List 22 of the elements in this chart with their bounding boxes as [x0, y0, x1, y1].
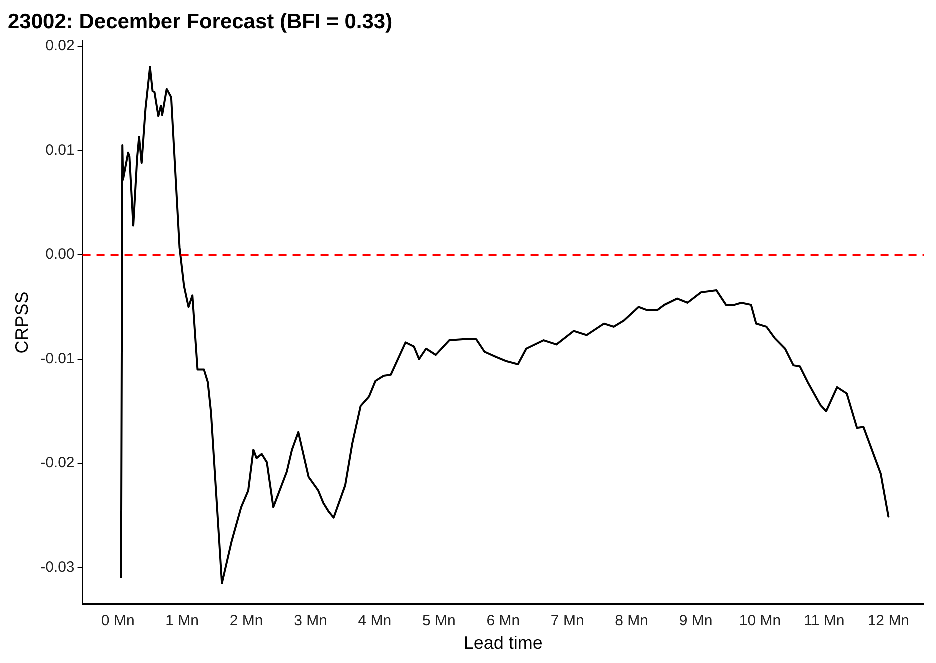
- x-tick-label: 12 Mn: [868, 612, 910, 630]
- y-axis-title: CRPSS: [12, 292, 32, 354]
- y-tick-label: 0.00: [46, 246, 75, 264]
- x-tick-label: 10 Mn: [739, 612, 782, 630]
- y-tick-label: -0.01: [40, 350, 75, 368]
- x-tick-label: 11 Mn: [804, 612, 845, 630]
- y-tick-label: -0.03: [40, 559, 75, 576]
- x-tick-label: 6 Mn: [486, 612, 520, 630]
- x-tick-label: 8 Mn: [615, 612, 649, 630]
- x-axis-title: Lead time: [464, 633, 543, 654]
- x-tick-label: 5 Mn: [422, 612, 456, 630]
- x-tick-label: 1 Mn: [166, 612, 199, 630]
- y-tick-label: -0.02: [40, 454, 75, 472]
- y-tick-label: 0.02: [46, 38, 75, 55]
- x-tick-label: 4 Mn: [358, 612, 392, 630]
- x-tick-label: 7 Mn: [550, 612, 584, 630]
- x-tick-label: 3 Mn: [294, 612, 328, 630]
- x-tick-label: 2 Mn: [230, 612, 264, 630]
- chart-title: 23002: December Forecast (BFI = 0.33): [8, 10, 393, 34]
- y-tick-label: 0.01: [46, 142, 75, 159]
- x-tick-label: 9 Mn: [679, 612, 713, 630]
- x-tick-label: 0 Mn: [101, 612, 135, 630]
